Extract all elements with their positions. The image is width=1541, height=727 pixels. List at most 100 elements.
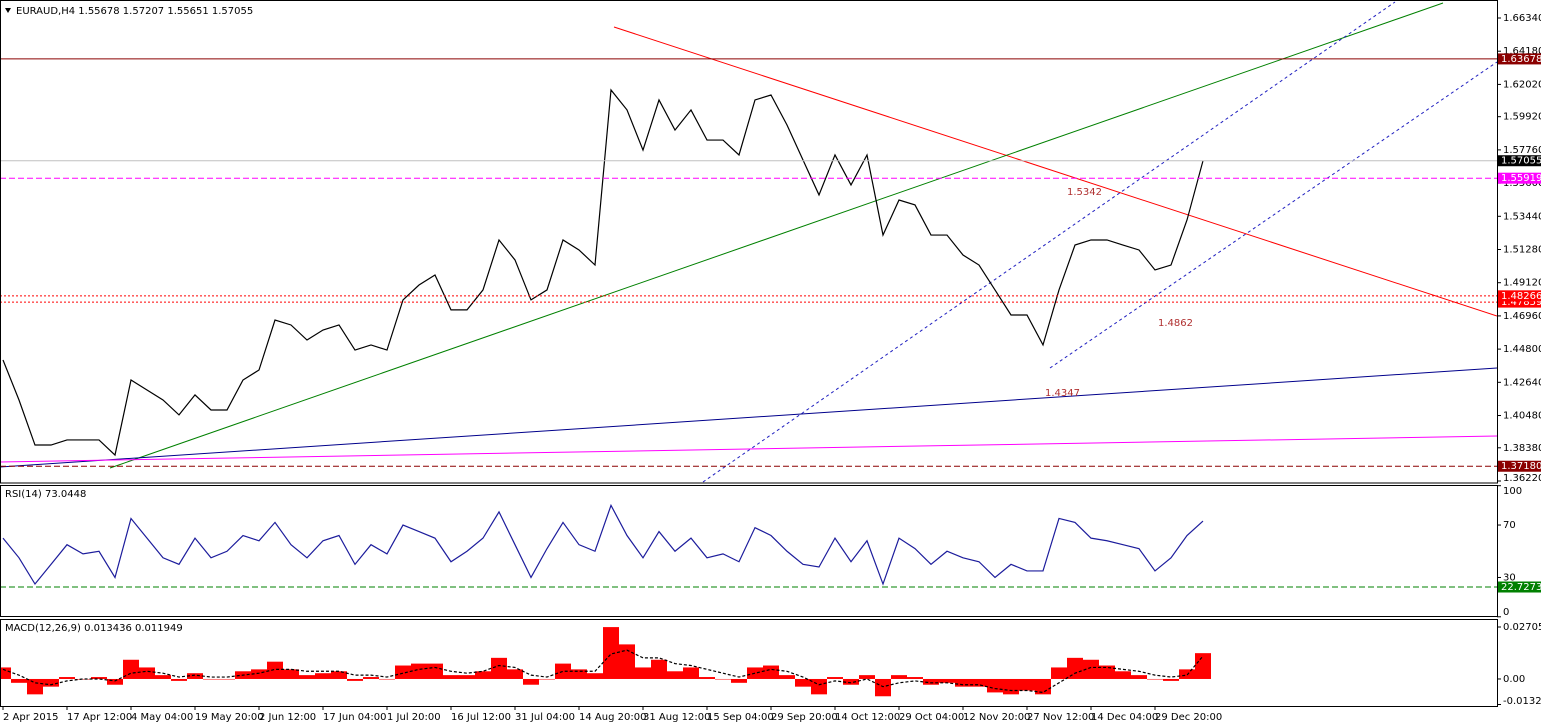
histogram-bar [1179,669,1195,679]
y-tick-label: 1.66340 [1503,13,1541,24]
y-tick-label: 1.44800 [1503,344,1541,355]
trend-line [0,367,1497,468]
histogram-bar [11,678,27,683]
y-tick-label: 1.62020 [1503,79,1541,90]
histogram-bar [779,675,795,679]
y-tick-label: 0.00 [1503,674,1525,685]
rsi-pane-frame [0,485,1498,617]
histogram-bar [59,677,75,679]
x-tick-label: 14 Aug 20:00 [579,712,646,723]
histogram-bar [299,675,315,679]
price-annotation: 1.4347 [1045,388,1080,399]
price-line [2,88,1204,457]
trend-line [613,26,1497,317]
plot-layer: EURAUD,H4 1.55678 1.57207 1.55651 1.5705… [0,6,1541,723]
x-tick-label: 15 Sep 04:00 [707,712,774,723]
histogram-bar [267,661,283,679]
histogram-bar [379,678,395,680]
histogram-bar [283,669,299,679]
y-tick-label: 1.51280 [1503,245,1541,256]
histogram-bar [75,678,91,680]
y-tick-label: 1.57760 [1503,145,1541,156]
level-label: 1.47859 [1501,297,1541,308]
histogram-bar [1003,678,1019,695]
channel-line [702,1,1396,483]
level-label: 1.63678 [1501,54,1541,65]
frame [0,0,1498,707]
x-tick-label: 14 Oct 12:00 [835,712,900,723]
x-tick-label: 17 Jun 04:00 [323,712,387,723]
histogram-bar [843,678,859,685]
histogram-bar [731,678,747,683]
price-annotation: 1.5342 [1067,187,1102,198]
histogram-bar [91,677,107,679]
x-tick-label: 31 Aug 12:00 [643,712,710,723]
x-tick-label: 17 Apr 12:00 [67,712,132,723]
histogram-bar [43,678,59,687]
histogram-bar [459,675,475,679]
histogram-bar [539,678,555,680]
histogram-bar [187,673,203,679]
histogram-bar [475,671,491,679]
histogram-bar [987,678,1003,693]
trend-lines [0,1,1497,483]
histogram-bar [1115,671,1131,679]
level-label-box [1498,53,1541,65]
histogram-bar [1051,667,1067,679]
level-label: 1.37180 [1501,461,1541,472]
histogram-bar [363,677,379,679]
pane-title: EURAUD,H4 1.55678 1.57207 1.55651 1.5705… [16,6,253,17]
x-tick-label: 29 Oct 04:00 [899,712,964,723]
histogram-bar [891,675,907,679]
y-tick-label: 1.38380 [1503,443,1541,454]
y-tick-label: 1.59920 [1503,112,1541,123]
x-tick-label: 4 May 04:00 [131,712,193,723]
x-tick-label: 12 Nov 20:00 [963,712,1030,723]
y-tick-label: 1.42640 [1503,377,1541,388]
histogram-bar [1099,665,1115,679]
histogram-bar [875,678,891,697]
y-tick-label: 1.46960 [1503,311,1541,322]
level-label-box [1498,460,1541,472]
menu-arrow[interactable] [5,8,11,13]
pane-title: RSI(14) 73.0448 [5,489,86,500]
price-line [2,649,1204,694]
x-tick-label: 29 Sep 20:00 [771,712,838,723]
histogram-bar [427,663,443,679]
histogram-bar [827,677,843,679]
histogram-bar [667,671,683,679]
histogram-bar [587,673,603,679]
level-label-box [1498,155,1541,167]
level-label: 1.57055 [1501,156,1541,167]
level-label-box [1498,290,1541,302]
histogram-bar [603,627,619,679]
y-tick-label: 0.02705 [1503,622,1541,633]
histogram-bar [331,671,347,679]
y-tick-label: 1.40480 [1503,411,1541,422]
level-label-box [1498,581,1541,593]
histogram-bar [1019,678,1035,691]
histogram-bar [939,678,955,683]
trend-line [109,2,1444,469]
histogram-bar [619,644,635,679]
main-pane-frame [0,0,1498,484]
histogram-bar [1131,675,1147,679]
y-tick-label: 1.36220 [1503,473,1541,484]
histogram-bar [795,678,811,687]
x-tick-label: 2 Apr 2015 [3,712,58,723]
trend-line [0,435,1497,463]
histogram-bar [955,678,971,687]
x-tick-label: 31 Jul 04:00 [515,712,575,723]
price-line [2,503,1204,586]
histogram-bar [107,678,123,685]
histogram-bar [811,678,827,695]
histogram-bar [1035,678,1051,695]
histogram-bar [1083,659,1099,679]
y-tick-label: -0.013286 [1503,696,1541,707]
histogram-bar [651,659,667,679]
x-tick-label: 2 Jun 12:00 [259,712,316,723]
histogram-bar [491,657,507,679]
